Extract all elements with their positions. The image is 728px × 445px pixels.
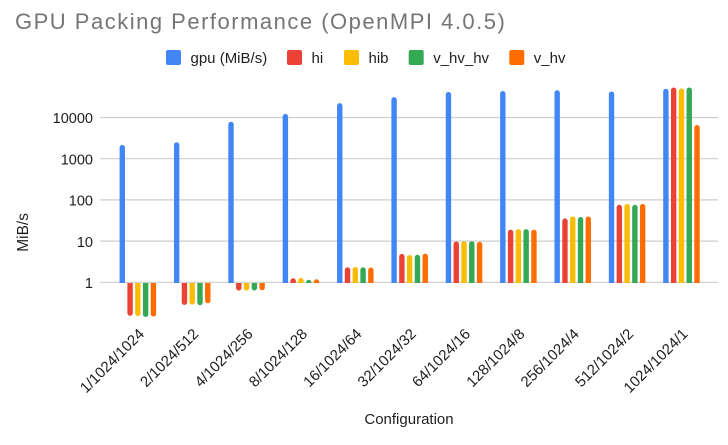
svg-text:GPU Packing Performance (OpenM: GPU Packing Performance (OpenMPI 4.0.5) — [15, 9, 506, 34]
svg-text:v_hv: v_hv — [534, 50, 566, 67]
svg-text:100: 100 — [69, 194, 93, 210]
svg-text:gpu (MiB/s): gpu (MiB/s) — [191, 50, 268, 67]
svg-text:Configuration: Configuration — [364, 411, 453, 428]
svg-text:1000: 1000 — [61, 152, 93, 168]
svg-text:MiB/s: MiB/s — [15, 213, 32, 252]
svg-text:10000: 10000 — [53, 111, 93, 127]
svg-text:1: 1 — [85, 276, 93, 292]
svg-text:hi: hi — [312, 50, 324, 67]
svg-text:10: 10 — [77, 235, 93, 251]
svg-text:v_hv_hv: v_hv_hv — [433, 50, 489, 67]
svg-text:hib: hib — [369, 50, 389, 67]
